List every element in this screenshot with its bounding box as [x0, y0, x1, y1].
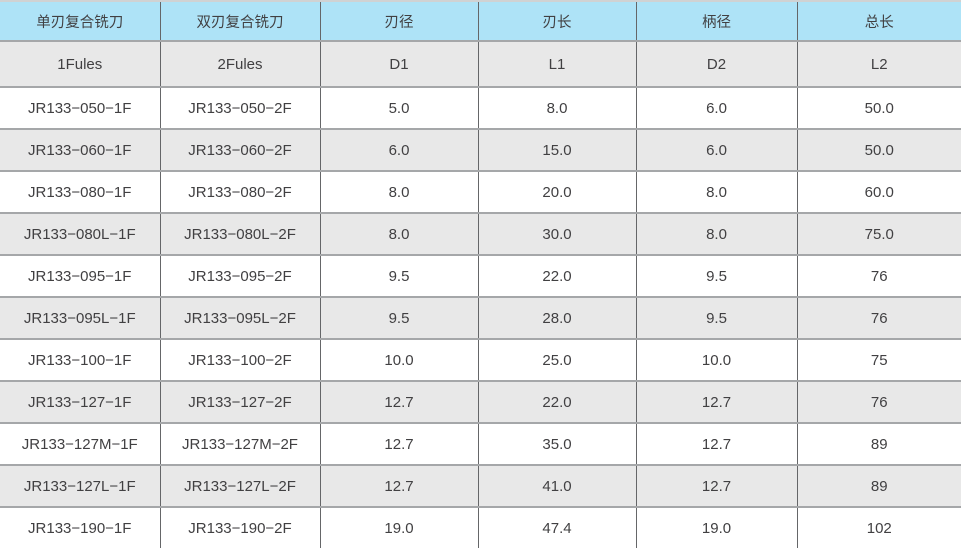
spec-value-cell: 12.7	[320, 381, 479, 424]
spec-value-cell: 76	[797, 255, 961, 298]
spec-value-cell: 10.0	[320, 339, 479, 382]
spec-value-cell: 12.7	[636, 381, 798, 424]
model-code-cell: JR133−080−1F	[0, 171, 161, 214]
table-row: JR133−050−1F JR133−050−2F 5.0 8.0 6.0 50.0	[0, 87, 961, 130]
table-row: JR133−190−1F JR133−190−2F 19.0 47.4 19.0 102	[0, 507, 961, 548]
table-row: JR133−080L−1F JR133−080L−2F 8.0 30.0 8.0 75.0	[0, 213, 961, 256]
spec-value-cell: 12.7	[320, 423, 479, 466]
spec-value-cell: 60.0	[797, 171, 961, 214]
spec-value-cell: 25.0	[478, 339, 637, 382]
spec-value-cell: 89	[797, 423, 961, 466]
spec-value-cell: 75	[797, 339, 961, 382]
model-code-cell: JR133−080L−1F	[0, 213, 161, 256]
subheader-cell-l1: L1	[478, 41, 637, 88]
spec-value-cell: 5.0	[320, 87, 479, 130]
spec-value-cell: 19.0	[320, 507, 479, 548]
table-row: JR133−127−1F JR133−127−2F 12.7 22.0 12.7 76	[0, 381, 961, 424]
spec-value-cell: 12.7	[636, 423, 798, 466]
spec-value-cell: 12.7	[636, 465, 798, 508]
spec-value-cell: 28.0	[478, 297, 637, 340]
model-code-cell: JR133−127M−1F	[0, 423, 161, 466]
header-row-symbols: 1Fules 2Fules D1 L1 D2 L2	[0, 41, 961, 88]
subheader-cell-1fules: 1Fules	[0, 41, 161, 88]
table-row: JR133−095L−1F JR133−095L−2F 9.5 28.0 9.5 76	[0, 297, 961, 340]
model-code-cell: JR133−060−1F	[0, 129, 161, 172]
spec-value-cell: 19.0	[636, 507, 798, 548]
spec-value-cell: 50.0	[797, 87, 961, 130]
model-code-cell: JR133−095L−2F	[160, 297, 321, 340]
table-row: JR133−095−1F JR133−095−2F 9.5 22.0 9.5 76	[0, 255, 961, 298]
table-row: JR133−060−1F JR133−060−2F 6.0 15.0 6.0 50.0	[0, 129, 961, 172]
spec-value-cell: 89	[797, 465, 961, 508]
spec-value-cell: 9.5	[320, 297, 479, 340]
spec-value-cell: 6.0	[320, 129, 479, 172]
spec-value-cell: 15.0	[478, 129, 637, 172]
spec-value-cell: 75.0	[797, 213, 961, 256]
header-cell-blade-length: 刃长	[478, 1, 637, 42]
spec-value-cell: 47.4	[478, 507, 637, 548]
model-code-cell: JR133−127M−2F	[160, 423, 321, 466]
subheader-cell-d1: D1	[320, 41, 479, 88]
model-code-cell: JR133−095−2F	[160, 255, 321, 298]
model-code-cell: JR133−190−2F	[160, 507, 321, 548]
model-code-cell: JR133−050−2F	[160, 87, 321, 130]
model-code-cell: JR133−127−2F	[160, 381, 321, 424]
spec-value-cell: 9.5	[320, 255, 479, 298]
header-cell-double-flute: 双刃复合铣刀	[160, 1, 321, 42]
spec-value-cell: 8.0	[636, 213, 798, 256]
header-cell-overall-length: 总长	[797, 1, 961, 42]
subheader-cell-d2: D2	[636, 41, 798, 88]
spec-value-cell: 22.0	[478, 255, 637, 298]
header-row-chinese: 单刃复合铣刀 双刃复合铣刀 刃径 刃长 柄径 总长	[0, 1, 961, 42]
spec-value-cell: 9.5	[636, 255, 798, 298]
model-code-cell: JR133−050−1F	[0, 87, 161, 130]
spec-value-cell: 102	[797, 507, 961, 548]
model-code-cell: JR133−127L−2F	[160, 465, 321, 508]
spec-value-cell: 76	[797, 381, 961, 424]
model-code-cell: JR133−190−1F	[0, 507, 161, 548]
header-cell-single-flute: 单刃复合铣刀	[0, 1, 161, 42]
spec-value-cell: 6.0	[636, 129, 798, 172]
model-code-cell: JR133−080−2F	[160, 171, 321, 214]
model-code-cell: JR133−127L−1F	[0, 465, 161, 508]
model-code-cell: JR133−095L−1F	[0, 297, 161, 340]
spec-value-cell: 22.0	[478, 381, 637, 424]
table-row: JR133−127M−1F JR133−127M−2F 12.7 35.0 12.7 89	[0, 423, 961, 466]
spec-value-cell: 8.0	[320, 171, 479, 214]
spec-value-cell: 9.5	[636, 297, 798, 340]
spec-value-cell: 30.0	[478, 213, 637, 256]
table-row: JR133−080−1F JR133−080−2F 8.0 20.0 8.0 60.0	[0, 171, 961, 214]
spec-value-cell: 8.0	[320, 213, 479, 256]
table-row: JR133−127L−1F JR133−127L−2F 12.7 41.0 12.7 89	[0, 465, 961, 508]
spec-value-cell: 41.0	[478, 465, 637, 508]
spec-value-cell: 50.0	[797, 129, 961, 172]
spec-value-cell: 6.0	[636, 87, 798, 130]
model-code-cell: JR133−100−1F	[0, 339, 161, 382]
table-row: JR133−100−1F JR133−100−2F 10.0 25.0 10.0 75	[0, 339, 961, 382]
model-code-cell: JR133−095−1F	[0, 255, 161, 298]
header-cell-shank-diameter: 柄径	[636, 1, 798, 42]
spec-value-cell: 35.0	[478, 423, 637, 466]
subheader-cell-2fules: 2Fules	[160, 41, 321, 88]
spec-value-cell: 12.7	[320, 465, 479, 508]
spec-value-cell: 20.0	[478, 171, 637, 214]
spec-value-cell: 76	[797, 297, 961, 340]
model-code-cell: JR133−100−2F	[160, 339, 321, 382]
spec-value-cell: 8.0	[636, 171, 798, 214]
model-code-cell: JR133−080L−2F	[160, 213, 321, 256]
subheader-cell-l2: L2	[797, 41, 961, 88]
model-code-cell: JR133−060−2F	[160, 129, 321, 172]
spec-value-cell: 8.0	[478, 87, 637, 130]
header-cell-blade-diameter: 刃径	[320, 1, 479, 42]
model-code-cell: JR133−127−1F	[0, 381, 161, 424]
spec-value-cell: 10.0	[636, 339, 798, 382]
